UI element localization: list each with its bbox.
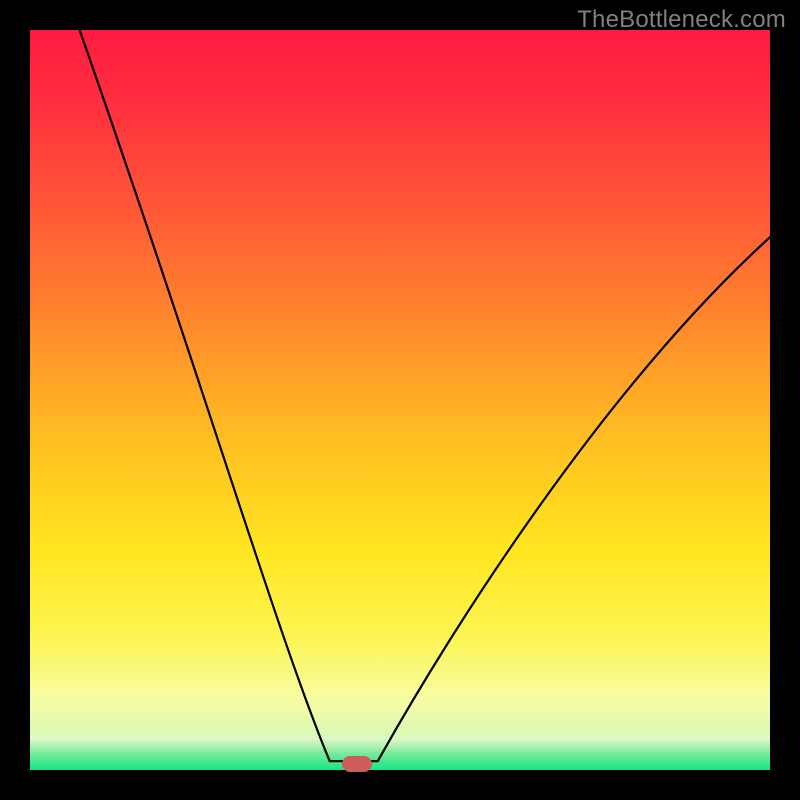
optimum-marker — [342, 756, 372, 772]
border-right — [770, 0, 800, 800]
border-left — [0, 0, 30, 800]
chart-frame: TheBottleneck.com — [0, 0, 800, 800]
watermark-text: TheBottleneck.com — [577, 6, 786, 34]
plot-background-gradient — [30, 30, 770, 770]
plot-green-band — [30, 737, 770, 770]
border-bottom — [0, 770, 800, 800]
